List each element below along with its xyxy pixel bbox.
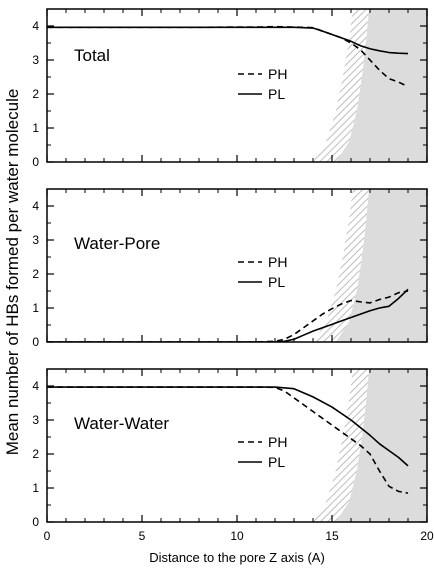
y-tick-label: 0 (32, 335, 39, 349)
y-tick-label: 2 (32, 87, 39, 101)
hatched-band (313, 189, 370, 342)
y-tick-label: 0 (32, 515, 39, 529)
panel-total: 0 1 2 3 4 Total PH PL (32, 8, 428, 169)
pore-shading (313, 369, 427, 522)
x-tick-label: 0 (44, 529, 51, 543)
x-tick-label: 20 (420, 529, 434, 543)
y-tick-label: 3 (32, 53, 39, 67)
y-tick-label: 4 (32, 19, 39, 33)
x-axis-title: Distance to the pore Z axis (A) (149, 550, 325, 565)
series-group (47, 386, 409, 494)
series-line-pl (47, 26, 409, 55)
y-tick-label: 3 (32, 413, 39, 427)
legend-label-ph: PH (268, 66, 287, 82)
legend: PH PL (238, 254, 287, 290)
y-tick-label: 4 (32, 199, 39, 213)
y-tick-label: 1 (32, 121, 39, 135)
y-tick-label: 1 (32, 301, 39, 315)
y-tick-label: 4 (32, 379, 39, 393)
y-tick-label: 0 (32, 155, 39, 169)
panel-water-pore: 0 1 2 3 4 Water-Pore PH PL (32, 188, 428, 349)
series-line-pl (47, 386, 409, 467)
x-tick-label: 10 (230, 529, 244, 543)
panel-water-water: 0 1 2 3 4 Water-Water PH PL (32, 368, 428, 529)
tick-group: 0 1 2 3 4 (32, 9, 428, 169)
y-tick-label: 2 (32, 267, 39, 281)
y-tick-label: 1 (32, 481, 39, 495)
series-line-pl (47, 288, 409, 342)
legend-label-pl: PL (268, 274, 285, 290)
y-tick-label: 3 (32, 233, 39, 247)
panel-title: Total (74, 46, 110, 65)
legend-label-pl: PL (268, 86, 285, 102)
pore-shading (313, 9, 427, 162)
tick-group: 0 1 2 3 4 (32, 369, 428, 529)
panel-title: Water-Water (74, 414, 169, 433)
legend-label-ph: PH (268, 434, 287, 450)
tick-group: 0 1 2 3 4 (32, 189, 428, 349)
legend: PH PL (238, 434, 287, 470)
x-tick-labels: 0 5 10 15 20 (44, 529, 434, 543)
y-tick-label: 2 (32, 447, 39, 461)
series-group (47, 25, 409, 88)
legend-label-pl: PL (268, 454, 285, 470)
shaded-region (335, 9, 427, 162)
legend-label-ph: PH (268, 254, 287, 270)
hatched-band (313, 369, 370, 522)
legend: PH PL (238, 66, 287, 102)
x-tick-label: 5 (139, 529, 146, 543)
series-group (47, 288, 409, 342)
y-axis-title: Mean number of HBs formed per water mole… (3, 89, 22, 456)
hatched-band (313, 9, 370, 162)
shaded-region (335, 189, 427, 342)
series-line-ph (47, 290, 409, 342)
panel-title: Water-Pore (74, 234, 160, 253)
x-tick-label: 15 (325, 529, 339, 543)
pore-shading (313, 189, 427, 342)
